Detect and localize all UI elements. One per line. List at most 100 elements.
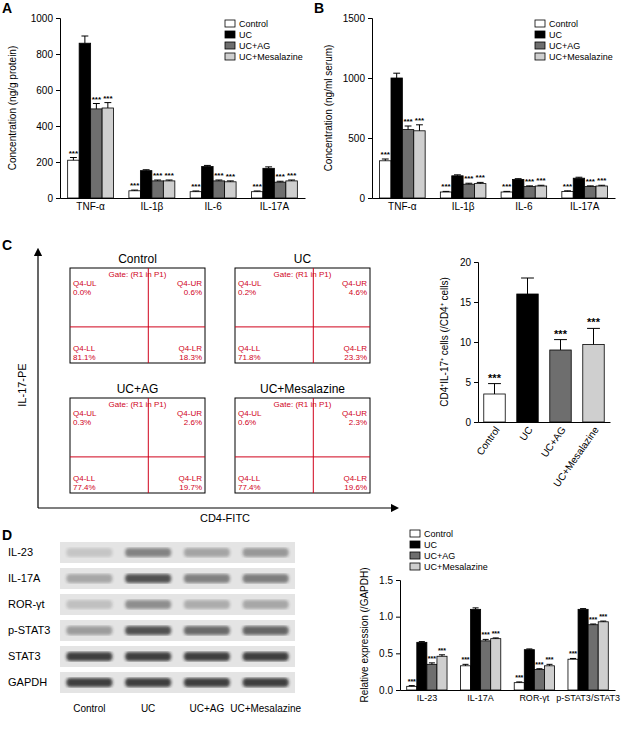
error-cap [393, 73, 400, 74]
bar [491, 639, 501, 690]
blot-band [184, 574, 230, 583]
error-bar [265, 167, 272, 168]
x-axis: TNF-αIL-1βIL-6IL-17A [61, 198, 306, 212]
error-bar [416, 125, 423, 131]
quadrant-value: 2.6% [184, 418, 202, 427]
error-line [593, 328, 594, 344]
blot-band [66, 548, 112, 557]
error-bar [526, 648, 532, 650]
quadrant-name: Q4-LL [238, 474, 261, 483]
quadrant-value: 0.2% [238, 288, 256, 297]
tick: 20 [460, 257, 478, 268]
significance: *** [476, 173, 486, 182]
quadrant-name: Q4-UR [177, 409, 202, 418]
error-bar [419, 641, 425, 643]
quadrant-value: 77.4% [73, 483, 96, 492]
quadrant-value: 77.4% [238, 483, 261, 492]
bar [213, 181, 224, 198]
error-line [408, 126, 409, 130]
bar [578, 609, 588, 690]
legend-swatch [410, 541, 420, 548]
bar [562, 191, 573, 198]
dot-plot: ControlGate: (R1 in P1)Q4-UL0.0%Q4-UR0.6… [70, 252, 205, 363]
quadrant-value: 4.6% [349, 288, 367, 297]
bar [544, 666, 554, 690]
panel-label: B [314, 0, 324, 16]
error-cap [570, 658, 576, 659]
error-bar [405, 126, 412, 130]
significance: *** [428, 655, 436, 662]
tick-label: 0 [465, 417, 471, 428]
tick-mark [56, 126, 60, 127]
bar [152, 181, 163, 198]
legend: ControlUCUC+AGUC+Mesalazine [225, 19, 303, 62]
tick: 500 [348, 133, 372, 144]
significance: *** [587, 316, 601, 328]
bar-chart: ************************************0200… [7, 13, 306, 212]
quadrant-line [148, 398, 149, 493]
tick-mark [56, 198, 60, 199]
significance: *** [287, 171, 297, 180]
tick: 0.5 [379, 648, 400, 659]
blot-band [125, 652, 171, 661]
tick-label: IL-17A [570, 201, 600, 212]
axis-line [61, 198, 306, 199]
error-bar [600, 621, 606, 623]
blot-band [125, 574, 171, 583]
tick-label: 600 [36, 85, 53, 96]
significance-labels: ************************************ [381, 116, 608, 192]
y-axis-title: CD4⁺IL-17⁺ cells (/CD4⁺ cells) [439, 277, 450, 407]
legend: ControlUCUC+AGUC+Mesalazine [535, 19, 613, 62]
bar [202, 167, 213, 199]
error-cap [515, 178, 522, 179]
blot-row-label: ROR-γt [8, 598, 45, 610]
significance: *** [214, 171, 224, 180]
blot-band [184, 626, 230, 635]
error-bar [477, 182, 484, 183]
blot-strip [60, 672, 295, 693]
bar [517, 294, 538, 422]
quadrant-name: Q4-UR [342, 409, 367, 418]
tick-mark [396, 617, 400, 618]
quadrant-line [313, 398, 314, 493]
error-cap [454, 174, 461, 175]
quadrant-line [235, 326, 370, 327]
significance: *** [226, 172, 236, 181]
error-bar [409, 685, 415, 687]
significance: *** [554, 328, 568, 340]
legend-entry: UC+Mesalazine [535, 52, 613, 62]
error-cap [521, 278, 534, 279]
tick: 1500 [343, 13, 372, 24]
tick: IL-17A [260, 198, 290, 212]
significance: *** [408, 678, 416, 685]
tick-mark [368, 18, 372, 19]
tick: Control [474, 422, 502, 457]
significance: *** [415, 116, 425, 125]
tick: 0 [47, 193, 60, 204]
dot-plot: UC+MesalazineGate: (R1 in P1)Q4-UL0.6%Q4… [235, 382, 370, 493]
plot-area [380, 73, 608, 198]
significance: *** [130, 181, 140, 190]
error-cap [81, 36, 88, 37]
blot-band [243, 626, 289, 635]
error-bar [554, 340, 567, 350]
error-cap [429, 662, 435, 663]
blot-band [125, 600, 171, 609]
quadrant-line [70, 456, 205, 457]
tick-label: 1.0 [379, 611, 393, 622]
bar [274, 182, 285, 198]
quadrant-value: 23.3% [344, 353, 367, 362]
quadrant-value: 19.7% [179, 483, 202, 492]
gate-label: Gate: (R1 in P1) [109, 270, 167, 279]
quadrant-name: Q4-UL [238, 279, 262, 288]
error-cap [483, 639, 489, 640]
significance: *** [153, 171, 163, 180]
bar [225, 182, 236, 198]
significance: *** [164, 171, 174, 180]
legend-swatch [225, 20, 235, 27]
legend-entry: UC+AG [225, 41, 270, 51]
axis-line [373, 198, 616, 199]
bar [501, 192, 512, 198]
y-axis: 05101520 [460, 257, 479, 428]
bar [585, 187, 596, 198]
